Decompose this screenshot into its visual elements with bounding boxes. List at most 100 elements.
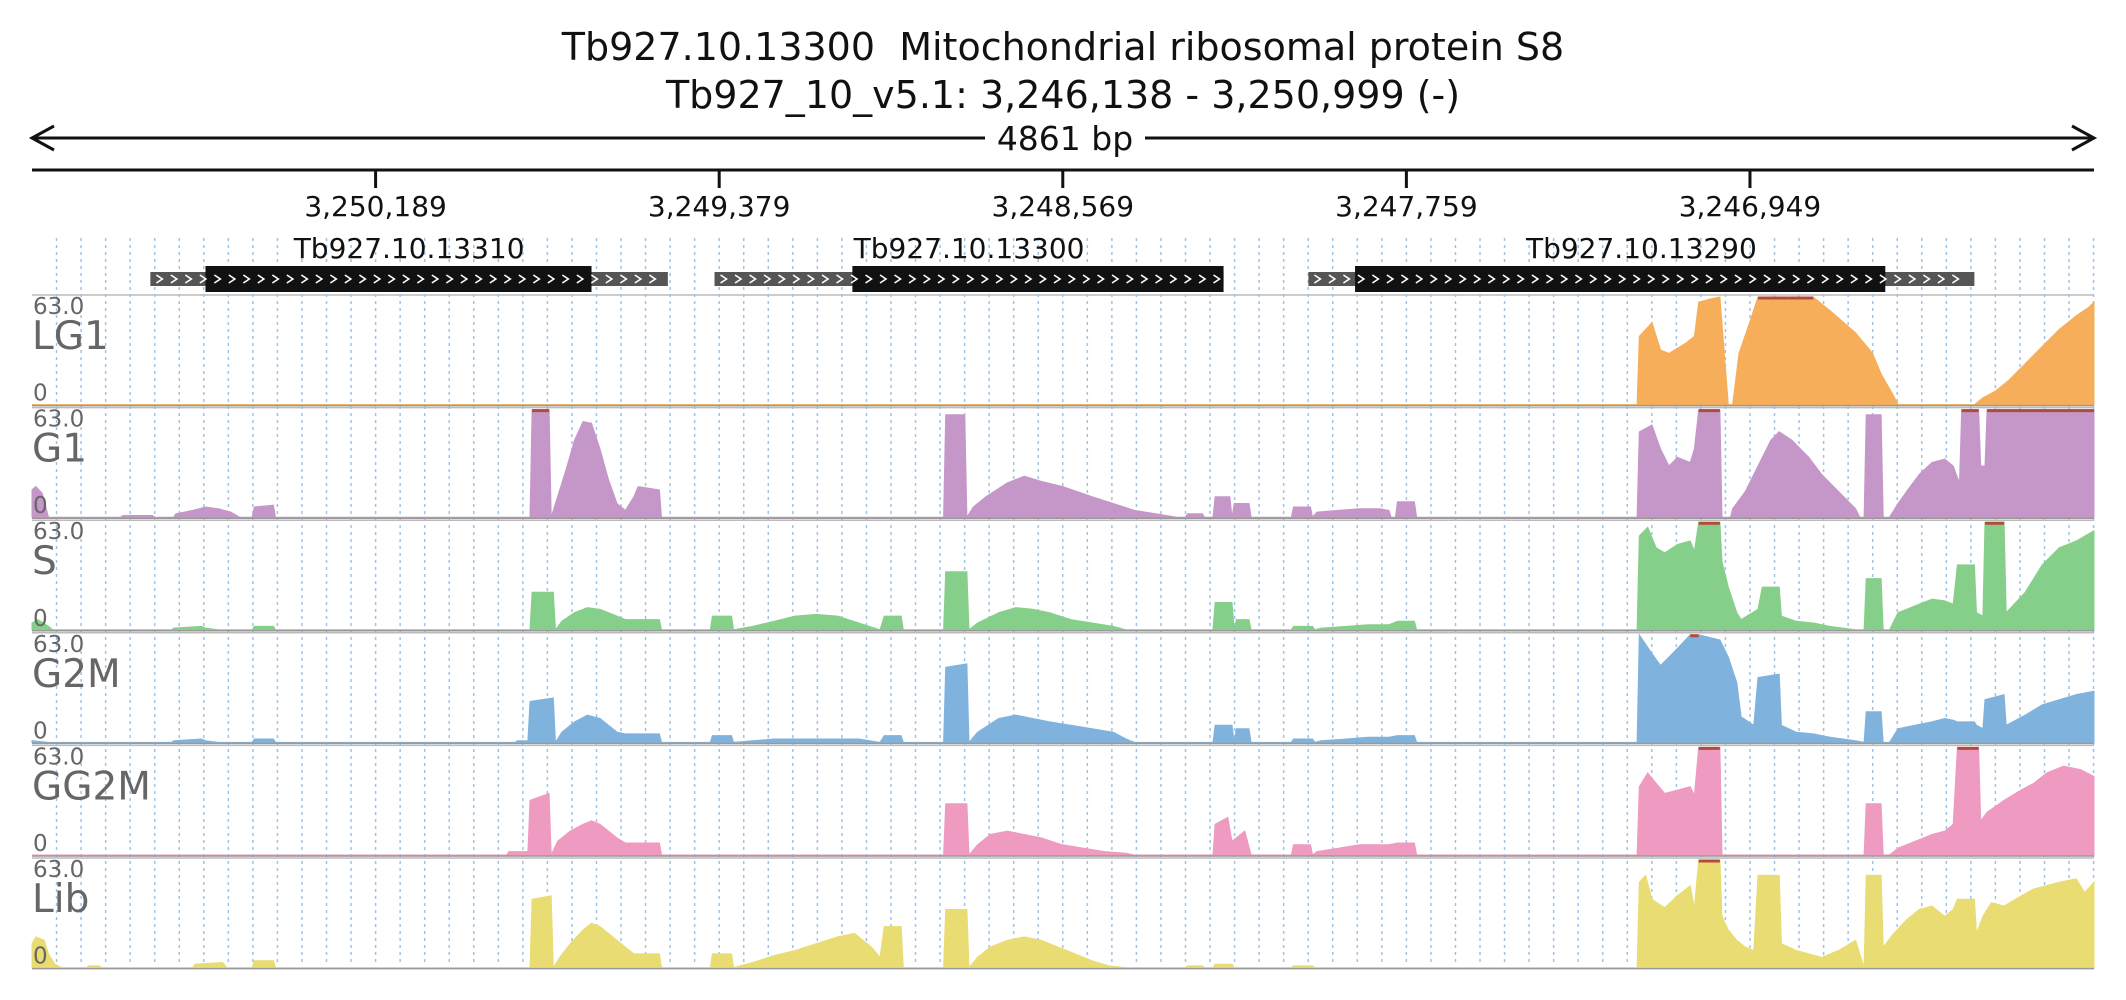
- strand-chevron: [1531, 274, 1540, 284]
- strand-chevron: [865, 274, 873, 284]
- strand-chevron: [489, 274, 498, 284]
- strand-chevron: [170, 274, 179, 284]
- strand-chevron: [590, 274, 599, 284]
- strand-chevron: [1690, 274, 1699, 284]
- strand-chevron: [1792, 274, 1801, 284]
- strand-chevron: [213, 274, 222, 284]
- track-name-label: G1: [32, 427, 87, 472]
- strand-chevron: [1879, 274, 1888, 284]
- strand-chevron: [1734, 274, 1743, 284]
- strand-chevron: [952, 274, 960, 284]
- strand-chevron: [749, 274, 757, 284]
- chart-subtitle: Tb927_10_v5.1: 3,246,138 - 3,250,999 (-): [665, 73, 1461, 117]
- track-min-label: 0: [33, 831, 48, 857]
- track-min-label: 0: [33, 718, 48, 744]
- x-axis: 3,250,189 3,249,379 3,248,569 3,247,759 3,24…: [304, 170, 1821, 223]
- strand-chevron: [199, 274, 208, 284]
- strand-chevron: [966, 274, 975, 284]
- strand-chevron: [619, 274, 628, 284]
- gene-cds-bar: [852, 266, 1224, 292]
- gene-label: Tb927.10.13290: [1525, 232, 1757, 265]
- strand-chevron: [460, 274, 469, 284]
- span-arrow-left-head: [28, 124, 55, 152]
- strand-chevron: [1951, 274, 1960, 284]
- strand-chevron: [792, 274, 801, 284]
- chart-title: Tb927.10.13300 Mitochondrial ribosomal p…: [561, 25, 1565, 69]
- track-name-label: GG2M: [32, 764, 151, 809]
- strand-chevron: [981, 274, 989, 284]
- strand-chevron: [547, 274, 556, 284]
- track-min-label: 0: [33, 944, 48, 970]
- strand-chevron: [329, 274, 338, 284]
- strand-chevron: [1777, 274, 1786, 284]
- strand-chevron: [1937, 274, 1946, 284]
- strand-chevron: [1415, 274, 1424, 284]
- span-length-label: 4861 bp: [997, 119, 1133, 158]
- x-tick-label: 3,248,569: [992, 190, 1135, 223]
- strand-chevron: [1053, 274, 1062, 284]
- strand-chevron: [836, 274, 844, 284]
- strand-chevron: [1140, 274, 1149, 284]
- strand-chevron: [1574, 274, 1583, 284]
- strand-chevron: [402, 274, 411, 284]
- track-min-label: 0: [33, 493, 48, 519]
- strand-chevron: [1487, 274, 1496, 284]
- track-max-label: 63.0: [33, 519, 84, 545]
- strand-chevron: [1111, 274, 1120, 284]
- strand-chevron: [1719, 274, 1728, 284]
- track-max-label: 63.0: [33, 294, 84, 320]
- strand-chevron: [1864, 274, 1873, 284]
- strand-chevron: [807, 274, 815, 284]
- strand-chevron: [358, 274, 367, 284]
- strand-chevron: [300, 274, 309, 284]
- coverage-area: [31, 859, 2095, 970]
- track-g1: 63.0G1 0: [31, 407, 2095, 519]
- strand-chevron: [1705, 274, 1714, 284]
- strand-chevron: [1850, 274, 1859, 284]
- strand-chevron: [184, 274, 193, 284]
- strand-chevron: [1400, 274, 1409, 284]
- coverage-area: [31, 521, 2095, 632]
- track-min-label: 0: [33, 381, 48, 407]
- strand-chevron: [1545, 274, 1554, 284]
- track-max-label: 63.0: [33, 744, 84, 770]
- strand-chevron: [1126, 274, 1134, 284]
- strand-chevron: [1155, 274, 1163, 284]
- strand-chevron: [344, 274, 353, 284]
- strand-chevron: [1024, 274, 1033, 284]
- strand-chevron: [1647, 274, 1656, 284]
- gene-cds-bar: [1355, 266, 1886, 292]
- strand-chevron: [228, 274, 237, 284]
- strand-chevron: [1097, 274, 1105, 284]
- strand-chevron: [315, 274, 324, 284]
- gene-label: Tb927.10.13310: [293, 232, 525, 265]
- span-arrow-right-head: [2071, 124, 2098, 152]
- strand-chevron: [1560, 274, 1569, 284]
- strand-chevron: [1010, 274, 1018, 284]
- coverage-area: [31, 633, 2095, 745]
- strand-chevron: [257, 274, 266, 284]
- track-max-label: 63.0: [33, 857, 84, 883]
- x-tick-label: 3,250,189: [304, 190, 447, 223]
- strand-chevron: [1357, 274, 1366, 284]
- strand-chevron: [648, 274, 657, 284]
- strand-chevron: [1502, 274, 1511, 284]
- track-name-label: S: [32, 539, 57, 584]
- strand-chevron: [1835, 274, 1844, 284]
- strand-chevron: [1821, 274, 1830, 284]
- strand-chevron: [445, 274, 454, 284]
- track-max-label: 63.0: [33, 407, 84, 433]
- strand-chevron: [1676, 274, 1685, 284]
- strand-chevron: [1893, 274, 1902, 284]
- strand-chevron: [995, 274, 1004, 284]
- gene-cds-bar: [205, 266, 592, 292]
- strand-chevron: [1371, 274, 1380, 284]
- strand-chevron: [1763, 274, 1772, 284]
- strand-chevron: [387, 274, 396, 284]
- strand-chevron: [937, 274, 946, 284]
- coverage-area: [32, 746, 2095, 857]
- strand-chevron: [1516, 274, 1525, 284]
